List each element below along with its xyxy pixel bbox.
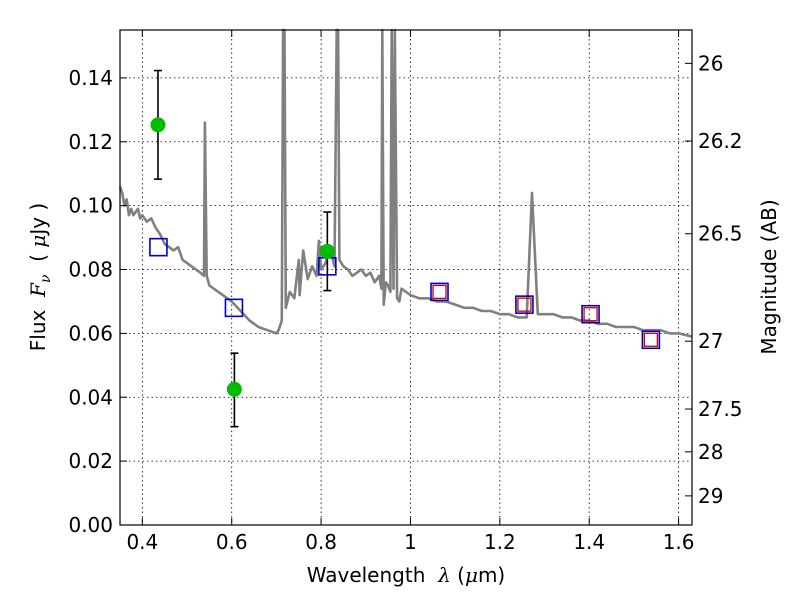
model-band-point: [515, 295, 534, 314]
observed-band-point: [432, 284, 447, 300]
y2-tick-label: 27.5: [698, 397, 743, 421]
y2-axis-ticks: 26 26.2 26.5 27 27.5 28 29: [685, 51, 743, 508]
y-tick-label: 0.10: [68, 194, 113, 218]
y-tick-label: 0.12: [68, 130, 113, 154]
y-axis-label: Flux Fν ( μJy ): [26, 203, 54, 351]
y-tick-label: 0.08: [68, 258, 113, 282]
y2-tick-label: 29: [698, 484, 723, 508]
y-axis-ticks: 0.00 0.02 0.04 0.06 0.08 0.10 0.12 0.14: [68, 66, 127, 537]
x-tick-label: 0.8: [305, 530, 337, 554]
y-tick-label: 0.00: [68, 513, 113, 537]
observed-band-point: [583, 307, 598, 322]
x-tick-label: 0.4: [126, 530, 158, 554]
x-tick-label: 1: [404, 530, 417, 554]
marker-layer: [149, 69, 661, 428]
detection-point: [150, 117, 166, 133]
model-band-point: [149, 237, 168, 257]
spectrum-line: [118, 28, 693, 338]
model-band-point: [224, 298, 244, 318]
y2-tick-label: 26.5: [698, 222, 743, 246]
y2-tick-label: 26.2: [698, 129, 743, 153]
y2-tick-label: 28: [698, 440, 723, 464]
x-tick-label: 1.4: [573, 530, 605, 554]
plot-frame: [119, 29, 693, 526]
x-tick-label: 1.6: [663, 530, 695, 554]
y2-axis-label: Magnitude (AB): [757, 199, 781, 354]
grid: [120, 30, 692, 526]
observed-band-point: [517, 297, 532, 312]
detection-point: [226, 381, 242, 397]
y-tick-label: 0.14: [68, 66, 113, 90]
y-tick-label: 0.04: [68, 385, 113, 409]
model-band-point: [581, 304, 600, 324]
x-tick-label: 0.6: [216, 530, 248, 554]
y2-tick-label: 27: [698, 329, 723, 353]
detection-point: [319, 243, 335, 259]
x-tick-label: 1.2: [484, 530, 516, 554]
model-band-point: [430, 282, 449, 302]
x-axis-ticks: 0.4 0.6 0.8 1 1.2 1.4 1.6: [126, 30, 695, 554]
x-axis-label: Wavelength λ (μm): [307, 563, 506, 587]
spectrum-layer: [118, 28, 693, 338]
observed-band-point: [643, 332, 659, 347]
model-band-point: [641, 330, 661, 350]
y-tick-label: 0.02: [68, 449, 113, 473]
y-tick-label: 0.06: [68, 321, 113, 345]
y2-tick-label: 26: [698, 51, 723, 75]
